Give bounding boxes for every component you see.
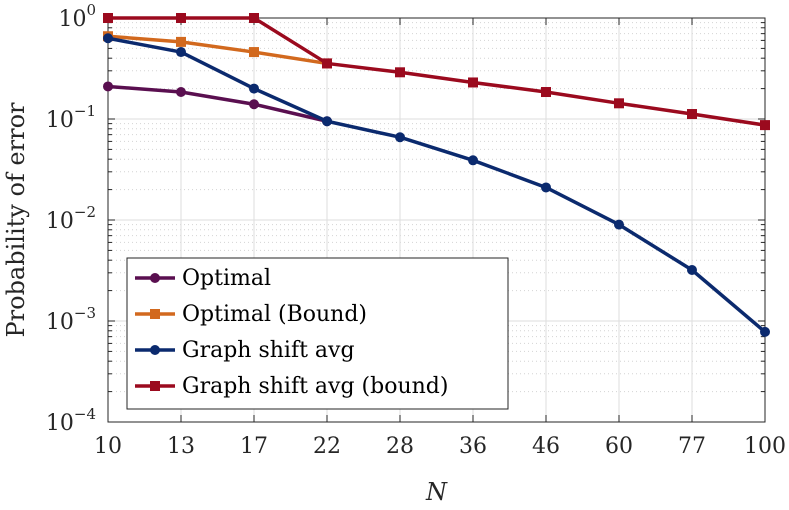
data-point [322, 58, 332, 69]
data-point [541, 182, 551, 193]
data-point [322, 116, 332, 127]
x-tick-label: 60 [605, 434, 633, 459]
x-tick-label: 10 [94, 434, 122, 459]
data-point [249, 83, 259, 94]
x-tick-label: 36 [459, 434, 487, 459]
x-tick-label: 17 [240, 434, 268, 459]
x-tick-labels: 10 13 17 22 28 36 46 60 77 100 [94, 434, 786, 459]
data-point [687, 264, 697, 275]
x-axis-label: N [425, 478, 448, 506]
data-point [468, 77, 478, 88]
y-tick-label: 10−1 [46, 102, 96, 133]
y-tick-label: 10−3 [46, 304, 96, 335]
legend: Optimal Optimal (Bound) Graph shift avg Gra… [126, 257, 509, 410]
series-graph-shift-avg [103, 33, 770, 337]
data-point [395, 132, 405, 143]
series-optimal-bound [103, 31, 332, 69]
x-tick-label: 22 [313, 434, 341, 459]
data-point [541, 87, 551, 98]
legend-label: Graph shift avg (bound) [182, 374, 448, 399]
legend-label: Optimal [182, 266, 271, 291]
series-layer [103, 13, 770, 337]
data-point [760, 326, 770, 337]
legend-swatch-marker [150, 273, 160, 283]
legend-label: Graph shift avg [182, 338, 355, 363]
data-point [103, 81, 113, 92]
series-line [107, 36, 767, 334]
series-graph-shift-avg-bound [103, 13, 770, 131]
data-point [614, 98, 624, 109]
y-tick-labels: 100 10−1 10−2 10−3 10−4 [46, 1, 96, 436]
legend-swatch-marker [150, 345, 160, 355]
legend-entry: Optimal (Bound) [135, 302, 367, 327]
data-point [760, 120, 770, 131]
data-point [176, 47, 186, 58]
data-point [249, 99, 259, 110]
data-point [176, 87, 186, 98]
data-point [176, 36, 186, 47]
data-point [614, 219, 624, 230]
data-point [468, 155, 478, 166]
legend-entry: Optimal [135, 266, 271, 291]
legend-swatch-marker [150, 309, 160, 319]
legend-entry: Graph shift avg (bound) [135, 374, 448, 399]
data-point [176, 13, 186, 23]
series-line [107, 34, 328, 66]
y-tick-label: 100 [58, 1, 96, 32]
data-point [103, 33, 113, 44]
x-tick-label: 77 [678, 434, 706, 459]
x-tick-label: 28 [386, 434, 414, 459]
series-optimal [103, 81, 332, 127]
data-point [395, 67, 405, 78]
data-point [103, 13, 113, 23]
data-point [249, 47, 259, 58]
legend-swatch-marker [150, 381, 160, 391]
y-axis-label: Probability of error [2, 102, 30, 338]
x-tick-label: 100 [744, 434, 786, 459]
y-tick-label: 10−2 [46, 203, 96, 234]
legend-entry: Graph shift avg [135, 338, 355, 363]
x-tick-label: 46 [532, 434, 560, 459]
legend-label: Optimal (Bound) [182, 302, 367, 327]
series-line [108, 16, 766, 127]
legend-box [126, 257, 509, 410]
series-line [107, 84, 328, 123]
data-point [249, 13, 259, 23]
y-tick-label: 10−4 [46, 405, 96, 436]
data-point [687, 109, 697, 120]
x-tick-label: 13 [167, 434, 195, 459]
